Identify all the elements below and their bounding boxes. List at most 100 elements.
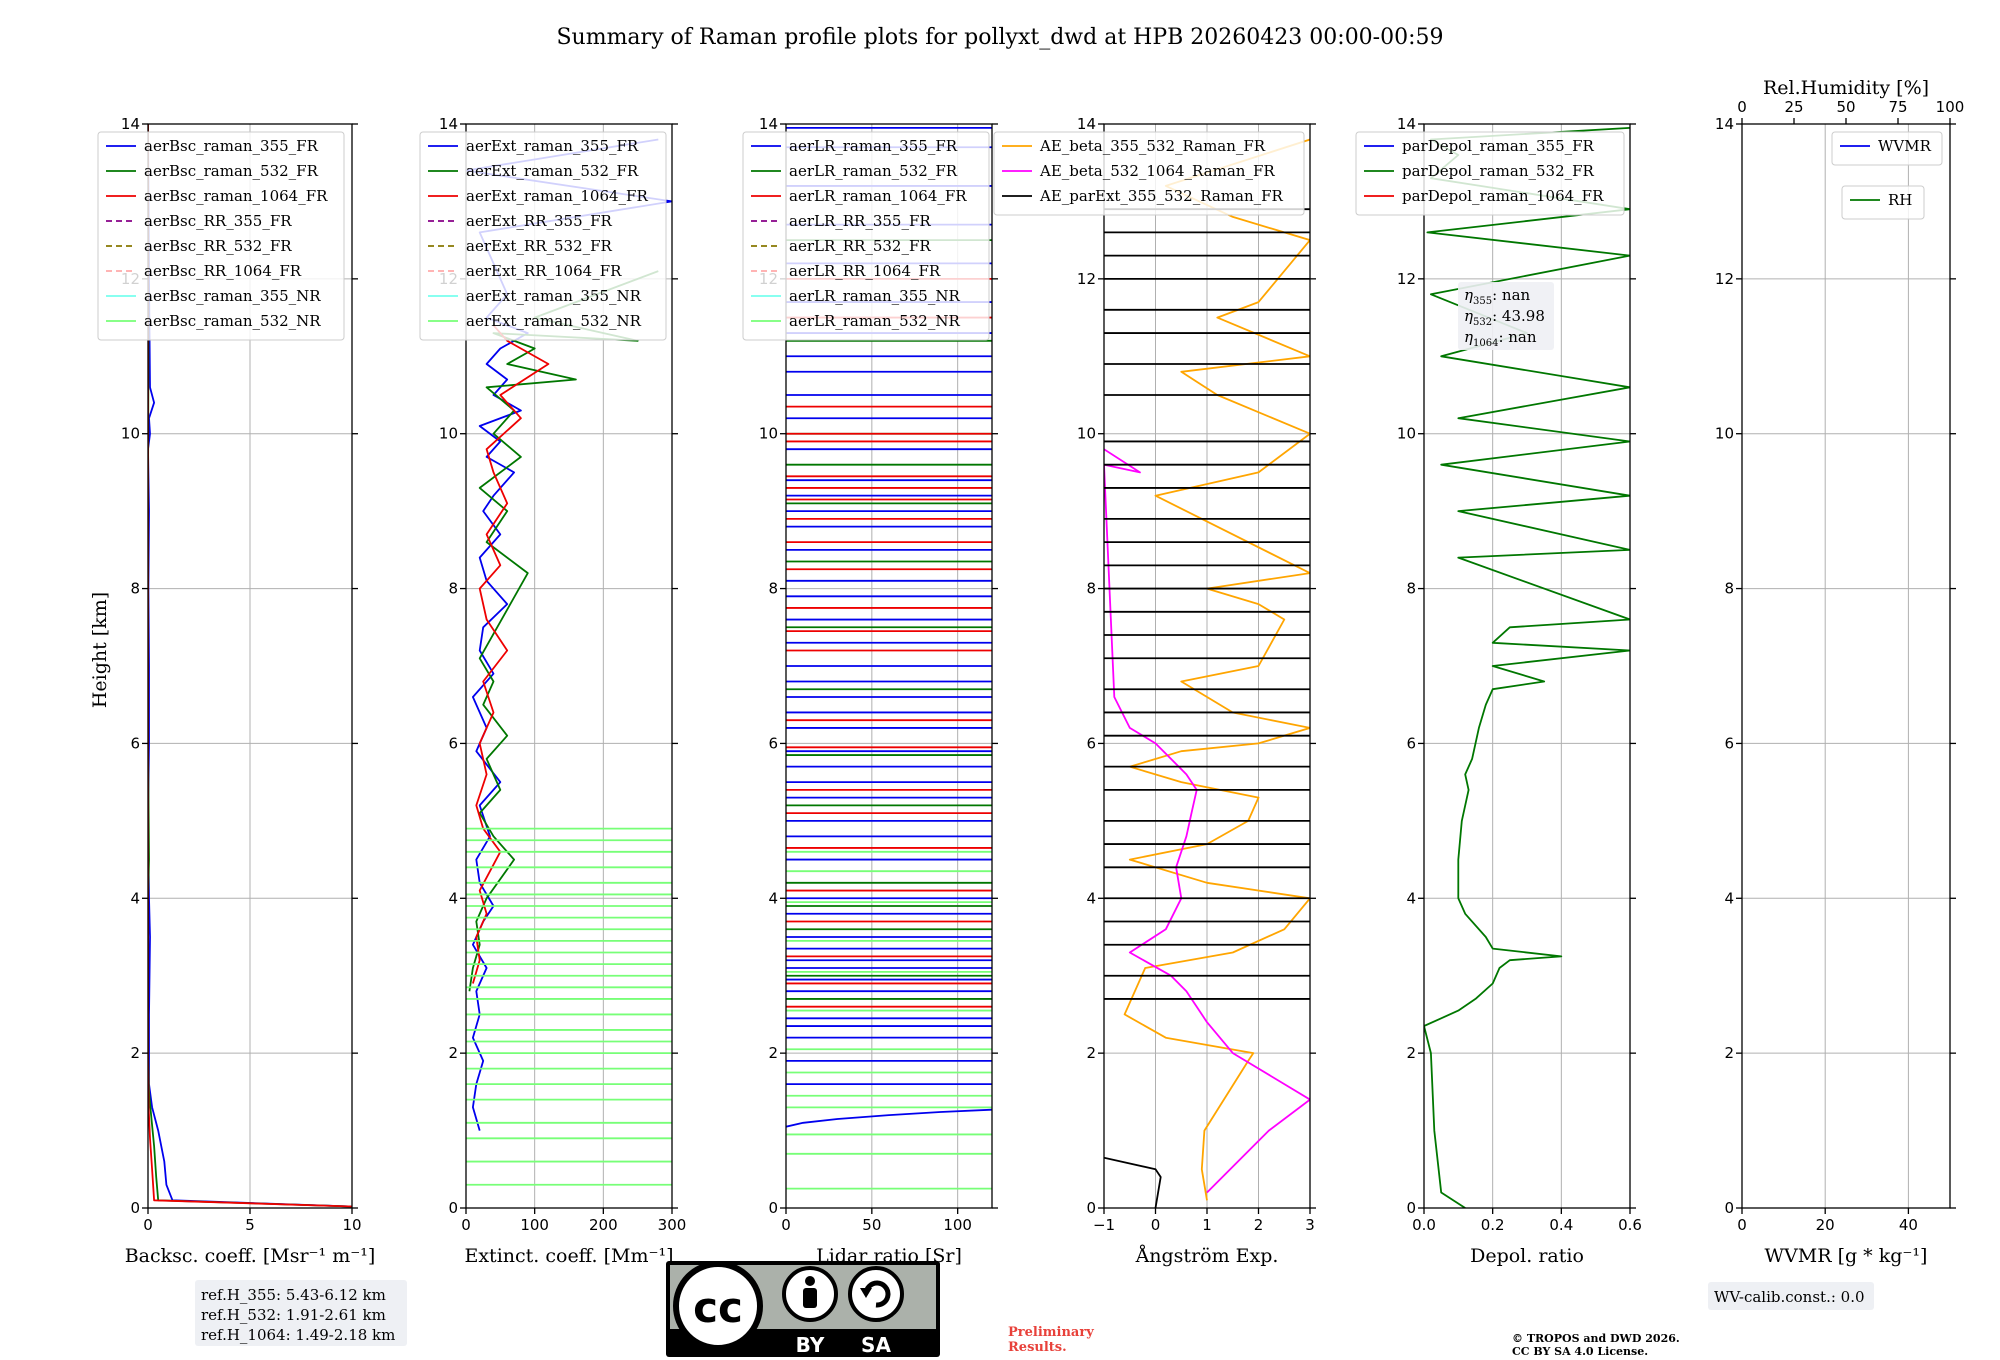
sa-arrow-arc [863,1280,891,1308]
y-tick-label-ae: 14 [1077,115,1096,133]
x-axis-label-ext: Extinct. coeff. [Mm⁻¹] [464,1245,673,1267]
x-tick-label-ae: 1 [1202,1216,1212,1234]
legend-label-ext: aerExt_raman_532_NR [466,312,642,330]
legend-label-bsc: aerBsc_RR_532_FR [144,237,292,255]
by-person-body [803,1288,817,1308]
y-tick-label-bsc: 10 [121,425,140,443]
y-tick-label-lr: 10 [759,425,778,443]
top-x-tick-label-wv: 75 [1888,98,1907,116]
x-tick-label-bsc: 0 [143,1216,153,1234]
y-axis-label: Height [km] [89,592,111,708]
x-tick-label-ae: −1 [1093,1216,1115,1234]
legend-label-bsc: aerBsc_raman_355_FR [144,137,319,155]
y-tick-label-depol: 14 [1397,115,1416,133]
legend-label-bsc: aerBsc_raman_532_FR [144,162,319,180]
legend-label-depol: parDepol_raman_355_FR [1402,137,1595,155]
legend-label-lr: aerLR_raman_355_NR [789,287,960,305]
figure-title: Summary of Raman profile plots for polly… [556,25,1443,50]
legend-box-wv [1831,131,1943,166]
series-group-ext [466,138,672,1186]
y-tick-label-ext: 0 [448,1199,458,1217]
legend-label-depol: parDepol_raman_532_FR [1402,162,1595,180]
x-axis-label-ae: Ångström Exp. [1135,1245,1279,1267]
y-tick-label-lr: 8 [768,580,778,598]
x-tick-label-depol: 0.6 [1618,1216,1642,1234]
y-tick-label-depol: 2 [1406,1044,1416,1062]
legend-box-depol [1355,131,1625,216]
ref-height-1064: ref.H_1064: 1.49-2.18 km [201,1326,395,1344]
legend-label-bsc: aerBsc_raman_355_NR [144,287,321,305]
x-tick-label-wv: 0 [1737,1216,1747,1234]
y-tick-label-depol: 12 [1397,270,1416,288]
legend-label-ae: AE_beta_532_1064_Raman_FR [1039,162,1275,180]
x-tick-label-ext: 0 [461,1216,471,1234]
preliminary-line-2: Results. [1008,1340,1067,1355]
legend-label-lr: aerLR_raman_532_FR [789,162,958,180]
legend-label-lr: aerLR_raman_532_NR [789,312,960,330]
series-aerlr-raman-355-fr-line [786,1108,992,1128]
legend-label-depol: parDepol_raman_1064_FR [1402,187,1604,205]
y-tick-label-lr: 2 [768,1044,778,1062]
legend-label-bsc: aerBsc_raman_532_NR [144,312,321,330]
y-tick-label-wv: 12 [1715,270,1734,288]
legend-label-ae: AE_parExt_355_532_Raman_FR [1039,187,1284,205]
y-tick-label-bsc: 14 [121,115,140,133]
legend-label-lr: aerLR_RR_1064_FR [789,262,941,280]
by-label: BY [796,1333,825,1357]
series-ae-parext-355-532-raman-fr-line [1104,1156,1162,1208]
y-tick-label-ae: 2 [1086,1044,1096,1062]
wv-calib-bg [1708,1282,1874,1310]
x-tick-label-wv: 40 [1899,1216,1918,1234]
x-tick-label-depol: 0.2 [1481,1216,1505,1234]
y-tick-label-ext: 14 [439,115,458,133]
cc-by-sa-logo: cc BY SA [666,1261,940,1357]
eta-annotation-355: η355: nan [1464,286,1531,307]
y-tick-label-ext: 10 [439,425,458,443]
legend-box-bsc [97,131,345,341]
ref-heights-box: ref.H_355: 5.43-6.12 km ref.H_532: 1.91-… [195,1280,407,1346]
y-tick-label-ae: 10 [1077,425,1096,443]
axes-frame-depol [1423,123,1631,1209]
y-tick-label-lr: 4 [768,889,778,907]
y-tick-label-wv: 8 [1724,580,1734,598]
cc-icon [673,1261,763,1351]
legend-label-bsc: aerBsc_RR_355_FR [144,212,292,230]
y-tick-label-lr: 0 [768,1199,778,1217]
y-tick-label-bsc: 8 [130,580,140,598]
series-aerbsc-raman-532-fr-line [148,124,352,1208]
x-tick-label-lr: 100 [943,1216,972,1234]
y-tick-label-wv: 14 [1715,115,1734,133]
eta-annotation-bg [1458,282,1554,350]
copyright-line-2: CC BY SA 4.0 License. [1512,1345,1648,1358]
copyright-line-1: © TROPOS and DWD 2026. [1512,1332,1680,1345]
top-x-axis-label-wv: Rel.Humidity [%] [1763,77,1929,99]
y-tick-label-wv: 6 [1724,734,1734,752]
x-tick-label-bsc: 5 [245,1216,255,1234]
eta-annotation-1064: η1064: nan [1464,328,1537,349]
legend-label-lr: aerLR_raman_355_FR [789,137,958,155]
y-tick-label-ext: 4 [448,889,458,907]
legend-label-wv: WVMR [1878,137,1932,155]
panels: 024681012140510Backsc. coeff. [Msr⁻¹ m⁻¹… [97,77,1965,1267]
legend-box-ae [993,131,1305,216]
y-tick-label-lr: 14 [759,115,778,133]
legend-lr: aerLR_raman_355_FR aerLR_raman_532_FR aerL… [742,131,990,341]
panel-lr: 02468101214050100Lidar ratio [Sr]aerLR_r… [742,115,998,1267]
y-tick-label-ext: 8 [448,580,458,598]
wv-calib-text: WV-calib.const.: 0.0 [1714,1288,1865,1306]
y-tick-label-depol: 6 [1406,734,1416,752]
panel-bsc: 024681012140510Backsc. coeff. [Msr⁻¹ m⁻¹… [97,115,375,1267]
y-tick-label-lr: 6 [768,734,778,752]
x-tick-label-lr: 0 [781,1216,791,1234]
x-tick-label-bsc: 10 [342,1216,361,1234]
top-x-tick-label-wv: 100 [1936,98,1965,116]
legend-wv-2: RH [1841,185,1925,220]
y-tick-label-bsc: 6 [130,734,140,752]
axes-frame-lr [785,123,993,1209]
legend-box-ext [419,131,667,341]
x-tick-label-ae: 2 [1254,1216,1264,1234]
panel-depol: 0 2 4 6 8 10 12 14 0.0 0.2 0.4 0.6 Depol. ratio parDe… [1355,115,1642,1267]
y-tick-label-ae: 0 [1086,1199,1096,1217]
legend-label-lr: aerLR_raman_1064_FR [789,187,967,205]
